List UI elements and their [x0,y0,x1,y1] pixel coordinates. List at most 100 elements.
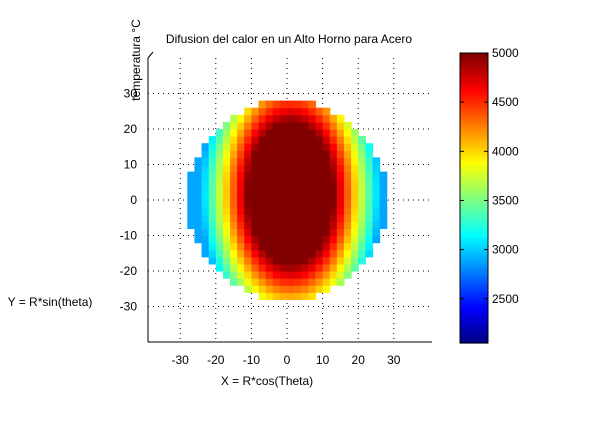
heat-cell [365,178,374,187]
heat-cell [351,164,359,173]
colorbar-band [460,181,488,185]
heat-cell [279,214,288,222]
heat-cell [258,178,267,187]
colorbar-band [460,183,488,187]
colorbar-band [460,60,488,64]
heat-cell [201,150,210,158]
heat-cell [379,192,388,201]
heat-cell [322,107,331,116]
colorbar-band [460,108,488,112]
heat-cell [251,150,260,158]
heat-cell [215,150,224,158]
heat-cell [215,221,224,229]
heat-cell [201,192,210,201]
heat-cell [365,200,374,208]
colorbar-band [460,275,488,279]
heat-cell [251,235,260,244]
heat-cell [230,129,238,137]
heat-cell [315,285,324,293]
heat-cell [301,100,309,109]
heat-cell [329,263,338,272]
heat-cell [272,228,281,237]
colorbar-band [460,318,488,322]
heat-cell [279,164,288,173]
heat-cell [322,228,331,237]
heat-cell [237,242,245,251]
heat-cell [215,242,224,251]
heat-cell [336,185,345,194]
heat-cell [258,285,267,293]
heat-cell [237,256,245,265]
colorbar-band [460,333,488,337]
heat-cell [265,278,274,286]
heat-cell [301,214,309,222]
heat-cell [351,235,359,244]
heat-cell [301,207,309,215]
heat-cell [222,157,231,166]
heat-cell [244,200,252,208]
heat-cell [215,207,224,215]
heat-cell [215,256,224,265]
heat-cell [265,107,274,116]
heat-cell [279,221,288,229]
heat-cell [287,114,295,123]
colorbar-band [460,219,488,223]
heat-cell [279,285,288,293]
heat-cell [279,121,288,130]
heat-cell [365,207,374,215]
colorbar-band [460,115,488,119]
heat-cell [208,249,217,258]
heat-cell [230,164,238,173]
heat-cell [294,285,302,293]
heat-cell [308,221,317,229]
heat-cell [215,164,224,173]
heat-cell [208,171,217,180]
heat-cell [372,185,381,194]
heat-cell [258,200,267,208]
colorbar-band [460,265,488,269]
heat-cell [244,129,252,137]
heat-cell [351,207,359,215]
heat-cell [215,228,224,237]
heat-cell [351,143,359,151]
heat-cell [265,178,274,187]
heat-cell [308,178,317,187]
heat-cell [372,200,381,208]
heat-cell [329,271,338,279]
heat-cell [322,235,331,244]
heat-cell [222,271,231,279]
heat-cell [265,228,274,237]
heat-cell [215,171,224,180]
heat-cell [351,221,359,229]
heat-cell [222,249,231,258]
heat-cell [365,214,374,222]
heat-cell [265,129,274,137]
heat-cell [208,228,217,237]
heat-cell [258,114,267,123]
heat-cell [237,278,245,286]
heat-cell [251,192,260,201]
heat-cell [208,235,217,244]
colorbar-band [460,241,488,245]
colorbar-band [460,57,488,61]
heat-cell [372,235,381,244]
colorbar-band [460,77,488,81]
heat-cell [287,185,295,194]
heat-cell [301,249,309,258]
heat-cell [237,228,245,237]
heat-cell [272,235,281,244]
heat-cell [222,207,231,215]
heat-cell [279,136,288,144]
heat-cell [251,249,260,258]
heat-cell [301,263,309,272]
colorbar-band [460,338,488,342]
colorbar-band [460,205,488,209]
colorbar-band [460,55,488,59]
heat-cell [237,136,245,144]
x-tick-label: 20 [352,353,366,367]
heat-cell [329,136,338,144]
heat-cell [215,143,224,151]
heat-cell [244,228,252,237]
heat-cell [201,221,210,229]
heat-cell [287,136,295,144]
